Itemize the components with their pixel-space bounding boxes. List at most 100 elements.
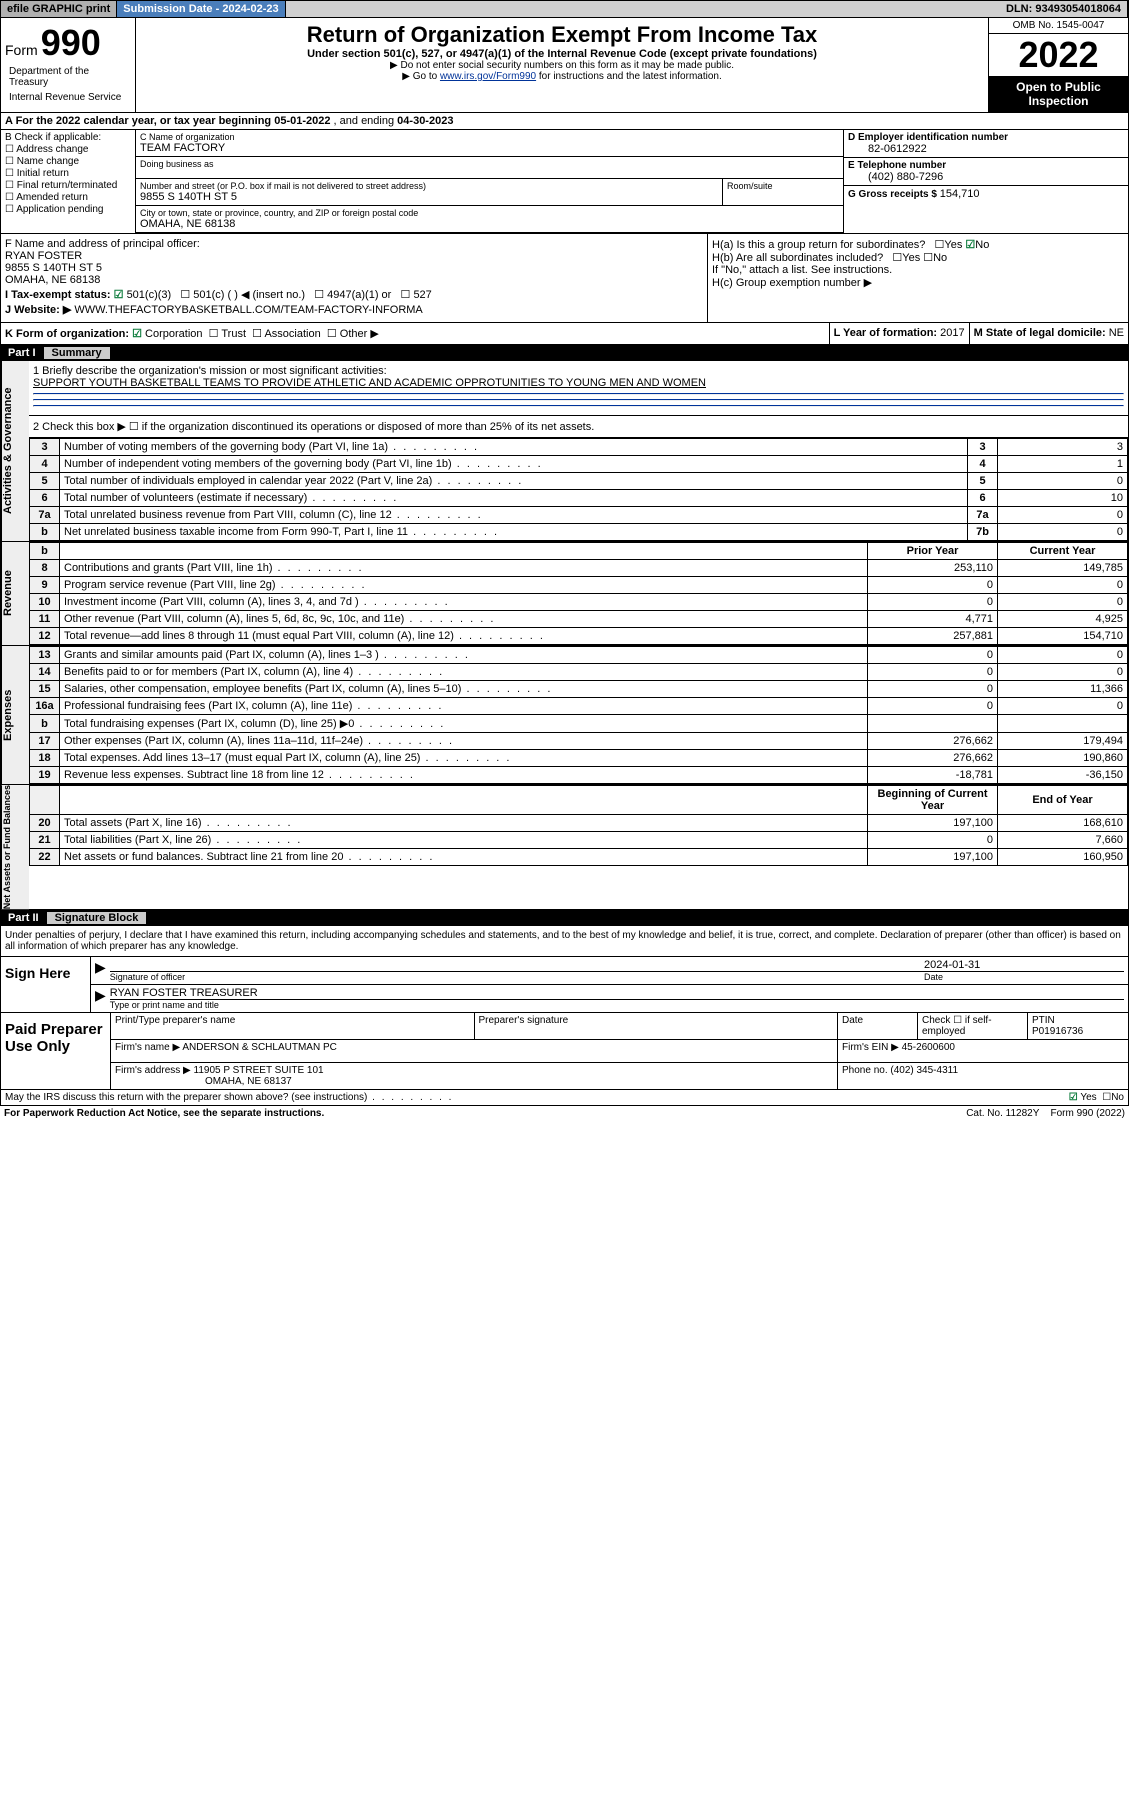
dba-label: Doing business as — [140, 159, 839, 169]
prior-value: 197,100 — [868, 849, 998, 866]
cb-initial-return[interactable]: ☐ Initial return — [5, 168, 131, 179]
line-desc: Professional fundraising fees (Part IX, … — [60, 698, 868, 715]
line-number: b — [30, 524, 60, 541]
discuss-row: May the IRS discuss this return with the… — [0, 1090, 1129, 1106]
table-row: 8 Contributions and grants (Part VIII, l… — [30, 560, 1128, 577]
prep-name-col: Print/Type preparer's name — [111, 1013, 475, 1039]
line-number: 3 — [30, 439, 60, 456]
col-b-header: B Check if applicable: — [5, 132, 131, 143]
governance-table: 3 Number of voting members of the govern… — [29, 438, 1128, 541]
form-number: 990 — [41, 22, 101, 63]
line-desc: Total unrelated business revenue from Pa… — [60, 507, 968, 524]
line-value: 1 — [998, 456, 1128, 473]
netassets-table: Beginning of Current Year End of Year 20… — [29, 785, 1128, 866]
street-row: Number and street (or P.O. box if mail i… — [136, 179, 843, 206]
line-desc: Salaries, other compensation, employee b… — [60, 681, 868, 698]
line-desc: Total assets (Part X, line 16) — [60, 815, 868, 832]
opt-4947: 4947(a)(1) or — [327, 289, 391, 301]
prior-value: 0 — [868, 664, 998, 681]
note2-prefix: ▶ Go to — [402, 71, 440, 82]
line-desc: Net assets or fund balances. Subtract li… — [60, 849, 868, 866]
cb-address-change[interactable]: ☐ Address change — [5, 144, 131, 155]
l-value: 2017 — [940, 327, 964, 339]
line-box: 7a — [968, 507, 998, 524]
preparer-label: Paid Preparer Use Only — [1, 1013, 111, 1089]
prep-line-3: Firm's address ▶ 11905 P STREET SUITE 10… — [111, 1063, 1128, 1089]
line-desc: Contributions and grants (Part VIII, lin… — [60, 560, 868, 577]
row-a-text-b: , and ending — [334, 115, 398, 127]
arrow-icon: ▶ — [95, 987, 106, 1010]
sig-date: 2024-01-31 — [924, 959, 1124, 971]
table-row: 21 Total liabilities (Part X, line 26) 0… — [30, 832, 1128, 849]
ptin-label: PTIN — [1032, 1015, 1124, 1026]
firm-ein-cell: Firm's EIN ▶ 45-2600600 — [838, 1040, 1128, 1062]
row-l: L Year of formation: 2017 — [829, 323, 969, 344]
cb-name-change[interactable]: ☐ Name change — [5, 156, 131, 167]
sig-line-2: ▶ RYAN FOSTER TREASURER Type or print na… — [91, 985, 1128, 1012]
line-value: 10 — [998, 490, 1128, 507]
form-word: Form — [5, 42, 38, 58]
line-number: 13 — [30, 647, 60, 664]
line-desc: Number of independent voting members of … — [60, 456, 968, 473]
prep-sig-col: Preparer's signature — [475, 1013, 839, 1039]
form-number-block: Form 990 Department of the Treasury Inte… — [1, 18, 136, 112]
submission-date: Submission Date - 2024-02-23 — [117, 1, 285, 17]
current-value: 190,860 — [998, 750, 1128, 767]
check-corp-icon: ☑ — [132, 328, 142, 340]
form-footer: Form 990 (2022) — [1039, 1108, 1125, 1119]
firm-ein-label: Firm's EIN ▶ — [842, 1042, 902, 1053]
line-desc: Total number of volunteers (estimate if … — [60, 490, 968, 507]
firm-name-cell: Firm's name ▶ ANDERSON & SCHLAUTMAN PC — [111, 1040, 838, 1062]
cb-application-pending[interactable]: ☐ Application pending — [5, 204, 131, 215]
revenue-section: Revenue b Prior Year Current Year 8 Cont… — [0, 542, 1129, 646]
line-box: 3 — [968, 439, 998, 456]
sign-here-row: Sign Here ▶ Signature of officer 2024-01… — [1, 956, 1128, 1012]
mission-text: SUPPORT YOUTH BASKETBALL TEAMS TO PROVID… — [33, 377, 1124, 389]
prior-value: 257,881 — [868, 628, 998, 645]
line-box: 6 — [968, 490, 998, 507]
line-desc: Investment income (Part VIII, column (A)… — [60, 594, 868, 611]
table-row: 13 Grants and similar amounts paid (Part… — [30, 647, 1128, 664]
city-value: OMAHA, NE 68138 — [140, 218, 839, 230]
phone-cell: E Telephone number (402) 880-7296 — [844, 158, 1128, 186]
room-label: Room/suite — [727, 181, 839, 191]
current-value: 0 — [998, 647, 1128, 664]
line-value: 0 — [998, 524, 1128, 541]
line-desc: Other expenses (Part IX, column (A), lin… — [60, 733, 868, 750]
officer-addr2: OMAHA, NE 68138 — [5, 274, 703, 286]
f-col: F Name and address of principal officer:… — [1, 234, 708, 322]
line-number: 12 — [30, 628, 60, 645]
paperwork-notice: For Paperwork Reduction Act Notice, see … — [4, 1108, 966, 1119]
row-i: I Tax-exempt status: ☑ 501(c)(3) ☐ 501(c… — [5, 288, 703, 301]
current-value: -36,150 — [998, 767, 1128, 784]
efile-button[interactable]: efile GRAPHIC print — [1, 1, 117, 17]
part1-label: Part I — [8, 347, 36, 359]
governance-body: 1 Briefly describe the organization's mi… — [29, 361, 1128, 541]
dept-irs: Internal Revenue Service — [5, 90, 131, 105]
current-value — [998, 715, 1128, 733]
table-row: 9 Program service revenue (Part VIII, li… — [30, 577, 1128, 594]
beginning-year-header: Beginning of Current Year — [868, 786, 998, 815]
line-number: 16a — [30, 698, 60, 715]
sign-right: ▶ Signature of officer 2024-01-31 Date ▶… — [91, 957, 1128, 1012]
prior-value — [868, 715, 998, 733]
preparer-row: Paid Preparer Use Only Print/Type prepar… — [1, 1012, 1128, 1089]
prior-value: 0 — [868, 647, 998, 664]
expenses-vtab: Expenses — [1, 646, 29, 784]
section-fhi: F Name and address of principal officer:… — [0, 234, 1129, 323]
part2-header: Part II Signature Block — [0, 910, 1129, 926]
expenses-table: 13 Grants and similar amounts paid (Part… — [29, 646, 1128, 784]
firm-addr2: OMAHA, NE 68137 — [115, 1076, 833, 1087]
mission-block: 1 Briefly describe the organization's mi… — [29, 361, 1128, 416]
prior-value: 0 — [868, 577, 998, 594]
line-number: 20 — [30, 815, 60, 832]
org-name: TEAM FACTORY — [140, 142, 839, 154]
line-box: 5 — [968, 473, 998, 490]
irs-link[interactable]: www.irs.gov/Form990 — [440, 71, 536, 82]
cb-final-return[interactable]: ☐ Final return/terminated — [5, 180, 131, 191]
gross-cell: G Gross receipts $ 154,710 — [844, 186, 1128, 208]
line-number: 15 — [30, 681, 60, 698]
street-label: Number and street (or P.O. box if mail i… — [140, 181, 718, 191]
dln-label: DLN: — [1006, 3, 1035, 15]
cb-amended-return[interactable]: ☐ Amended return — [5, 192, 131, 203]
